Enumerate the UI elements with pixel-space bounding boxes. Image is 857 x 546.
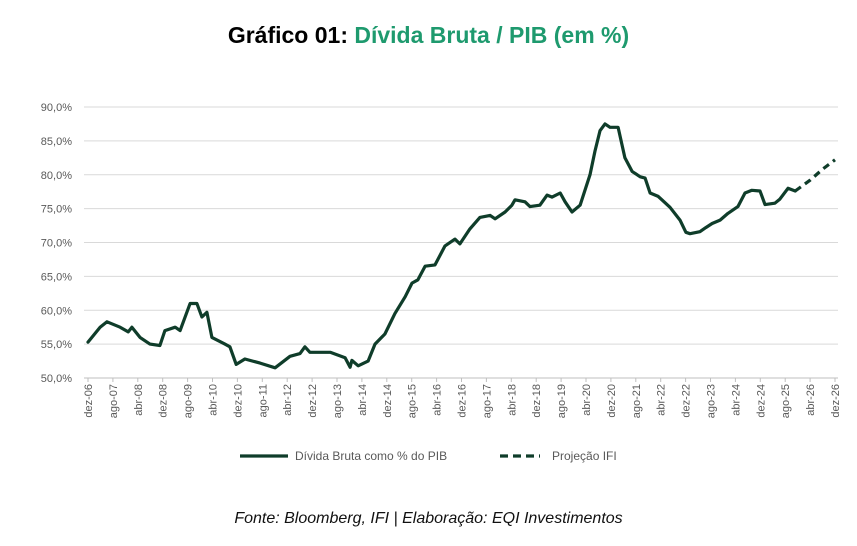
x-tick-label: ago-21	[631, 384, 643, 418]
y-tick-label: 60,0%	[41, 305, 72, 317]
x-tick-label: abr-12	[282, 384, 294, 416]
x-tick-label: dez-10	[232, 384, 244, 418]
y-tick-label: 75,0%	[41, 204, 72, 216]
y-tick-label: 90,0%	[41, 102, 72, 114]
x-tick-label: abr-26	[805, 384, 817, 416]
x-tick-label: ago-07	[108, 384, 120, 418]
x-tick-label: abr-10	[208, 384, 220, 416]
x-tick-label: dez-14	[382, 384, 394, 418]
x-tick-label: dez-18	[531, 384, 543, 418]
y-tick-label: 70,0%	[41, 238, 72, 250]
debt-line	[86, 122, 797, 370]
projection-line	[794, 158, 836, 193]
x-tick-label: ago-17	[481, 384, 493, 418]
x-tick-label: dez-26	[830, 384, 842, 418]
x-tick-label: abr-14	[357, 384, 369, 416]
x-tick-label: dez-08	[158, 384, 170, 418]
chart-title: Gráfico 01: Dívida Bruta / PIB (em %)	[0, 22, 857, 49]
x-tick-label: abr-18	[506, 384, 518, 416]
x-tick-label: dez-24	[755, 384, 767, 418]
x-tick-label: ago-11	[257, 384, 269, 417]
title-main: Dívida Bruta / PIB (em %)	[354, 22, 630, 48]
x-tick-label: dez-16	[457, 384, 469, 418]
x-tick-label: ago-25	[780, 384, 792, 418]
x-tick-label: ago-09	[183, 384, 195, 418]
legend-label: Projeção IFI	[552, 449, 617, 463]
x-tick-label: dez-22	[681, 384, 693, 418]
y-tick-label: 50,0%	[41, 373, 72, 385]
x-tick-label: dez-06	[83, 384, 95, 418]
x-tick-label: abr-16	[432, 384, 444, 416]
x-tick-label: abr-22	[656, 384, 668, 416]
x-tick-label: dez-20	[606, 384, 618, 418]
x-tick-label: ago-23	[706, 384, 718, 418]
chart-source: Fonte: Bloomberg, IFI | Elaboração: EQI …	[234, 510, 623, 527]
y-tick-label: 80,0%	[41, 170, 72, 182]
title-prefix: Gráfico 01:	[227, 22, 348, 48]
x-tick-label: ago-19	[556, 384, 568, 418]
x-tick-label: dez-12	[307, 384, 319, 418]
y-tick-label: 55,0%	[41, 339, 72, 351]
x-tick-label: ago-13	[332, 384, 344, 418]
x-tick-label: ago-15	[407, 384, 419, 418]
x-tick-label: abr-08	[133, 384, 145, 416]
x-tick-label: abr-20	[581, 384, 593, 416]
x-tick-label: abr-24	[730, 384, 742, 416]
y-tick-label: 65,0%	[41, 271, 72, 283]
legend-label: Dívida Bruta como % do PIB	[295, 449, 447, 463]
y-tick-label: 85,0%	[41, 136, 72, 148]
